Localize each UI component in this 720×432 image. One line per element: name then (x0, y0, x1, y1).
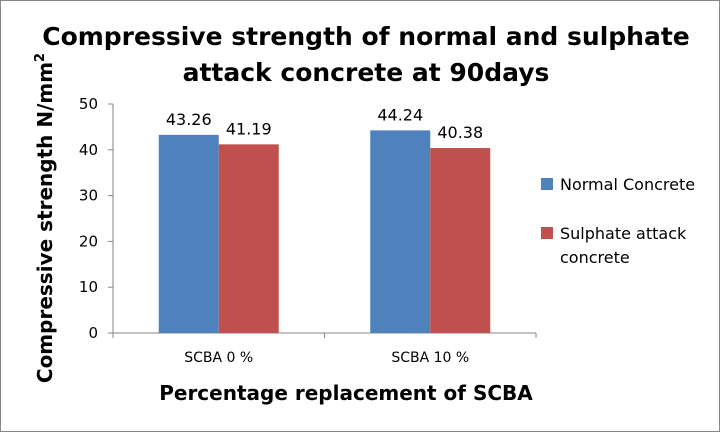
legend-swatch-sulphate-attack-concrete (541, 227, 553, 239)
legend-label-normal-concrete: Normal Concrete (560, 175, 695, 194)
y-tick-label: 20 (79, 232, 98, 250)
y-axis-title-superscript: 2 (33, 53, 48, 62)
bar-normal-concrete (370, 130, 431, 333)
y-axis-title-text: Compressive strength N/mm (33, 62, 57, 383)
y-tick-label: 0 (88, 324, 98, 342)
legend-label-sulphate-attack-line-2: concrete (560, 248, 630, 267)
bar-sulphate-attack-concrete (430, 148, 491, 333)
data-label-sulphate-attack-concrete: 40.38 (437, 123, 483, 142)
y-tick-label: 40 (79, 141, 98, 159)
y-tick-label: 10 (79, 278, 98, 296)
plot-area: 0 10 20 30 40 50 43.26 41.19 44.24 40.38 SCBA 0 … (79, 95, 537, 366)
category-label: SCBA 10 % (391, 350, 469, 366)
x-ticks (112, 333, 537, 338)
chart-title-line-2: attack concrete at 90days (183, 58, 550, 87)
data-labels: 43.26 41.19 44.24 40.38 (166, 105, 483, 142)
y-axis-title: Compressive strength N/mm2 (33, 53, 57, 383)
y-ticks: 0 10 20 30 40 50 (79, 95, 113, 342)
legend-label-sulphate-attack-line-1: Sulphate attack (560, 224, 687, 243)
bars (158, 130, 491, 333)
data-label-sulphate-attack-concrete: 41.19 (226, 119, 272, 138)
category-label: SCBA 0 % (184, 350, 253, 366)
y-tick-label: 50 (79, 95, 98, 113)
x-axis-title: Percentage replacement of SCBA (159, 381, 533, 405)
bar-normal-concrete (158, 134, 219, 333)
legend: Normal Concrete Sulphate attack concrete (541, 175, 695, 267)
chart-title: Compressive strength of normal and sulph… (42, 22, 690, 87)
bar-sulphate-attack-concrete (218, 144, 279, 333)
chart-title-line-1: Compressive strength of normal and sulph… (42, 22, 690, 51)
data-label-normal-concrete: 43.26 (166, 110, 212, 129)
legend-swatch-normal-concrete (541, 178, 553, 190)
y-tick-label: 30 (79, 187, 98, 205)
data-label-normal-concrete: 44.24 (377, 105, 423, 124)
category-labels: SCBA 0 % SCBA 10 % (184, 350, 469, 366)
